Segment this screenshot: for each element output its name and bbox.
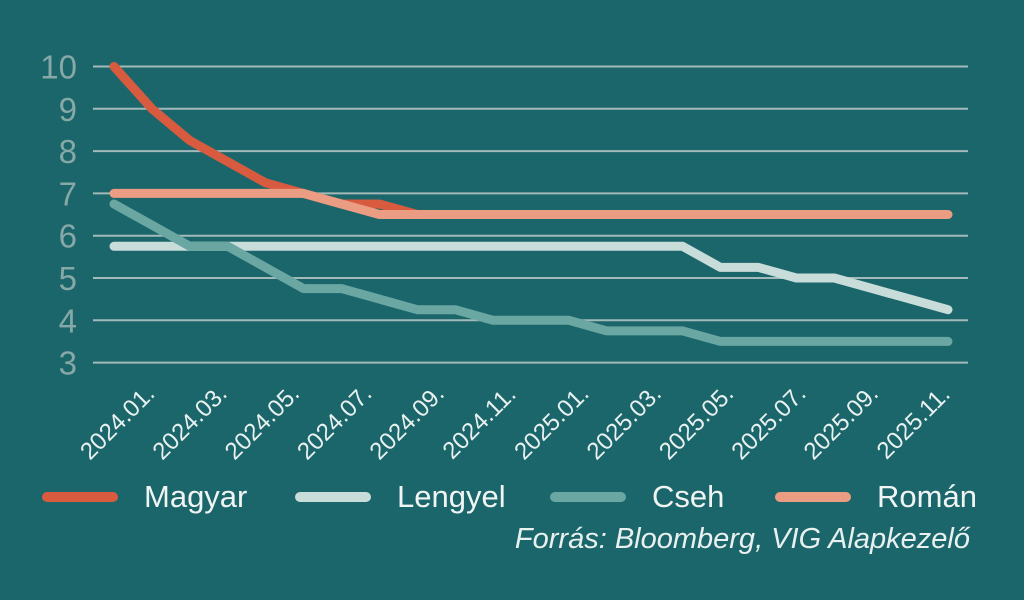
y-tick-label: 4 [59, 302, 77, 339]
x-tick-label: 2025.03. [582, 380, 667, 465]
x-tick-label: 2025.01. [509, 380, 594, 465]
legend-item-lengyel: Lengyel [295, 479, 506, 515]
legend-item-cseh: Cseh [550, 479, 724, 515]
legend-label-magyar: Magyar [144, 479, 248, 514]
legend: Magyar Lengyel Cseh Román [0, 479, 1024, 515]
legend-label-roman: Román [877, 479, 977, 514]
x-tick-label: 2025.09. [799, 380, 884, 465]
legend-item-magyar: Magyar [42, 479, 247, 515]
legend-label-lengyel: Lengyel [397, 479, 506, 514]
legend-swatch-roman [775, 492, 851, 502]
legend-swatch-cseh [550, 492, 626, 502]
x-tick-label: 2025.05. [654, 380, 739, 465]
series-line-romn [109, 188, 953, 219]
x-tick-label: 2024.05. [220, 380, 305, 465]
y-tick-label: 6 [59, 218, 77, 255]
y-tick-label: 8 [59, 133, 77, 170]
y-tick-label: 9 [59, 91, 77, 128]
x-tick-label: 2025.11. [872, 381, 956, 465]
y-tick-label: 3 [59, 345, 77, 382]
legend-item-roman: Román [775, 479, 977, 515]
legend-swatch-magyar [42, 492, 118, 502]
x-tick-label: 2024.03. [147, 380, 232, 465]
series-line-cseh [109, 199, 953, 346]
y-tick-label: 7 [59, 175, 77, 212]
x-tick-label: 2024.07. [292, 380, 377, 465]
legend-swatch-lengyel [295, 492, 371, 502]
series-line-lengyel [109, 241, 953, 315]
x-tick-label: 2025.07. [726, 380, 811, 465]
x-tick-label: 2024.01. [75, 380, 160, 465]
legend-label-cseh: Cseh [652, 479, 725, 514]
source-note: Forrás: Bloomberg, VIG Alapkezelő [514, 523, 970, 555]
y-tick-label: 5 [59, 260, 77, 297]
y-tick-label: 10 [40, 49, 77, 86]
x-tick-label: 2024.09. [365, 380, 450, 465]
x-tick-label: 2024.11. [438, 381, 522, 465]
